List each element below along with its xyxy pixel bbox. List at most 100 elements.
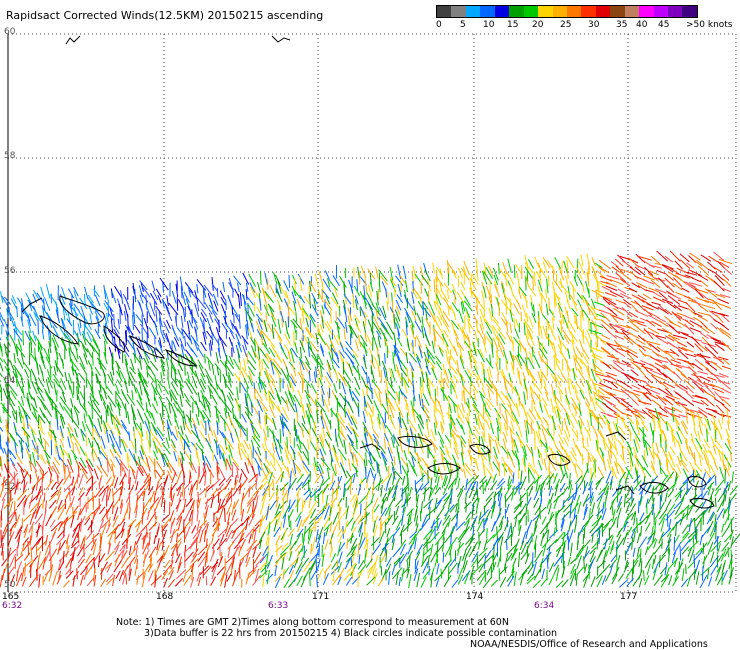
wind-vector [711,310,726,317]
wind-vector [66,511,78,522]
wind-vector [660,381,669,390]
wind-vector [607,450,612,465]
wind-vector [74,369,79,382]
wind-vector [77,531,80,544]
wind-vector [250,423,255,435]
wind-vector [313,298,317,311]
colorbar-swatch [639,6,654,17]
wind-vector [423,498,434,509]
wind-vector [263,415,267,431]
wind-vector [714,275,725,287]
wind-vector [451,283,457,293]
wind-vector [600,280,610,285]
wind-vector [655,394,668,403]
wind-vector [169,528,179,539]
wind-vector [648,311,660,319]
wind-vector [81,421,86,432]
wind-vector [721,523,725,533]
wind-vector [257,318,263,331]
wind-vector [269,396,274,411]
wind-vector [135,314,143,324]
wind-vector [104,322,107,335]
wind-vector [541,397,548,406]
wind-vector [511,380,513,394]
wind-vector [713,536,720,545]
wind-vector [74,428,78,438]
wind-vector [453,374,460,384]
wind-vector [31,411,40,424]
wind-vector [7,535,12,550]
wind-vector [67,288,75,299]
wind-vector [189,312,198,324]
wind-vector [334,453,341,468]
wind-vector [525,444,533,455]
wind-vector [238,532,245,544]
wind-vector [528,408,537,420]
colorbar-swatches [436,5,698,18]
wind-vector [669,446,676,455]
wind-vector [408,419,417,432]
wind-vector [648,409,662,414]
wind-vector [321,476,331,486]
wind-vector [25,442,30,453]
wind-vector [417,461,424,471]
wind-vector [348,458,351,472]
wind-vector [616,517,619,528]
wind-vector [497,478,504,487]
wind-vector [9,525,14,537]
wind-vector [78,461,88,474]
wind-vector [616,527,623,538]
wind-vector [557,302,563,313]
wind-vector [162,517,171,529]
wind-vector [596,491,605,502]
wind-vector [552,436,557,447]
wind-vector [392,485,399,498]
wind-vector [265,534,269,546]
wind-vector [4,351,11,363]
wind-vector [127,324,135,339]
wind-vector [581,520,590,533]
wind-vector [496,392,498,406]
wind-vector [80,340,89,353]
wind-vector [726,431,731,444]
wind-vector [700,498,708,510]
wind-vector [6,308,9,318]
wind-vector [189,454,192,467]
wind-vector [273,272,278,285]
wind-vector [337,541,342,557]
wind-vector [675,364,691,369]
wind-vector [525,357,528,371]
wind-vector [511,526,515,537]
wind-vector [471,403,480,417]
wind-vector [286,329,291,339]
wind-vector [295,466,303,477]
wind-vector [94,409,102,420]
wind-vector [98,389,103,402]
wind-vector [271,324,275,339]
wind-vector [314,273,319,288]
wind-vector [698,325,710,334]
wind-vector [615,299,626,305]
wind-vector [595,291,599,304]
wind-vector [29,511,35,526]
wind-vector [551,265,556,275]
wind-vector [49,505,58,519]
wind-vector [546,278,549,294]
wind-vector [99,553,106,563]
wind-vector [177,486,182,497]
wind-vector [347,422,354,431]
wind-vector [101,519,110,529]
wind-vector [71,476,75,486]
wind-vector [669,342,682,352]
wind-vector [436,475,440,489]
wind-vector [576,429,579,441]
wind-vector [463,501,472,509]
wind-vector [237,436,242,448]
wind-vector [247,496,254,505]
wind-vector [556,327,565,341]
wind-vector [644,546,649,555]
wind-vector [291,364,297,377]
wind-vector [680,421,689,435]
wind-vector [505,319,509,333]
wind-vector [48,492,58,502]
